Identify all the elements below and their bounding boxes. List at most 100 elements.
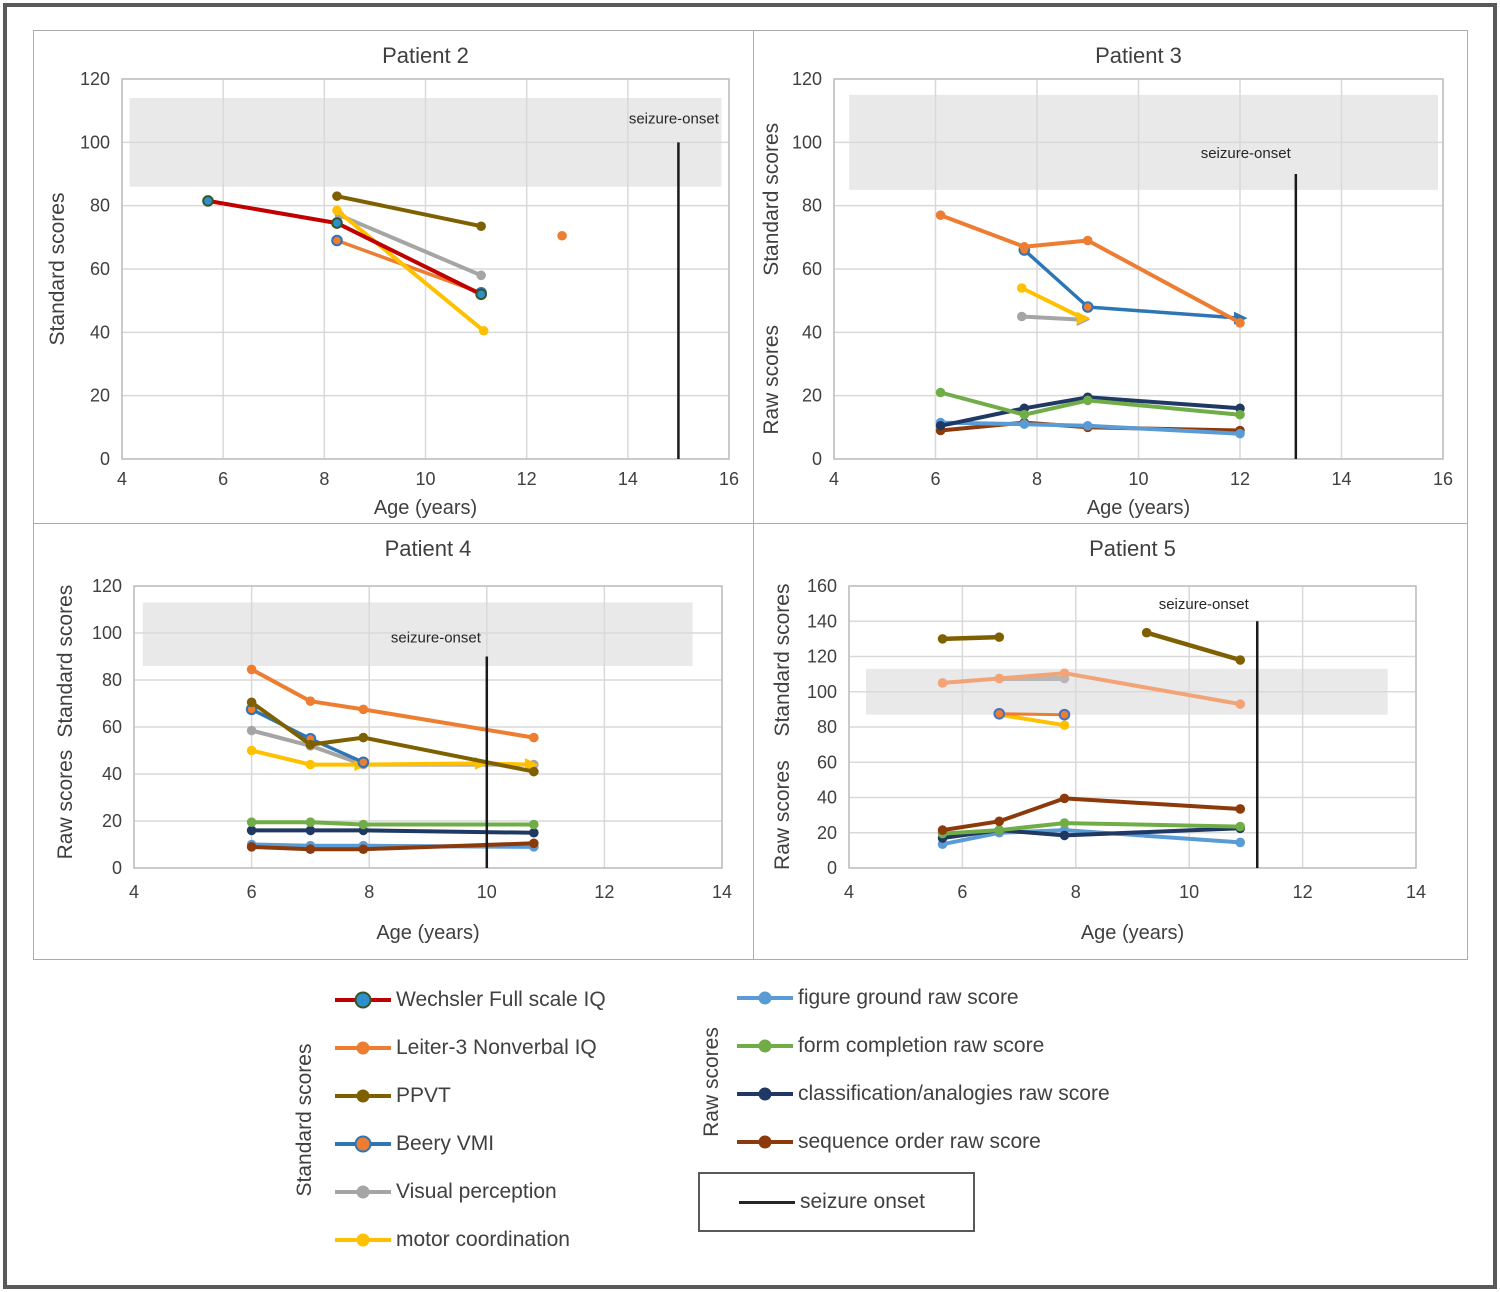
svg-text:120: 120 [792, 69, 822, 89]
svg-text:120: 120 [92, 576, 122, 596]
legend-marker-dot [356, 1233, 370, 1247]
panel-patient-3: 0 20 40 60 80 100 120 4 6 8 10 12 14 16 Standard score… [753, 30, 1468, 524]
svg-text:6: 6 [247, 882, 257, 902]
legend-item-label: motor coordination [396, 1228, 570, 1251]
panel-title: Patient 3 [1095, 43, 1182, 68]
legend-standard-column: Wechsler Full scale IQ Leiter-3 Nonverbal… [335, 976, 606, 1264]
plot-border [848, 585, 1417, 869]
svg-text:140: 140 [807, 611, 837, 631]
series-ppvt [246, 697, 539, 777]
legend-line-swatch [739, 1200, 795, 1204]
series-form-completion-raw [246, 817, 539, 830]
svg-text:12: 12 [1230, 469, 1250, 489]
series-motor-coordination [1016, 283, 1091, 325]
series-leiter-3-nonverbal-iq [557, 230, 567, 241]
series-ppvt-late [1141, 627, 1246, 665]
series-leiter-3-nonverbal-iq [935, 210, 1245, 328]
legend-line-swatch [335, 1089, 391, 1103]
seizure-onset-label: seizure-onset [1201, 145, 1292, 162]
svg-text:4: 4 [129, 882, 139, 902]
legend-item: sequence order raw score [737, 1118, 1110, 1166]
svg-text:12: 12 [517, 469, 537, 489]
svg-text:8: 8 [1071, 882, 1081, 902]
series-leiter-3-nonverbal-iq [246, 664, 539, 743]
legend-item-label: figure ground raw score [798, 986, 1019, 1009]
legend-marker-dot [356, 1185, 370, 1199]
svg-text:4: 4 [829, 469, 839, 489]
series-leiter-3-nonverbal-iq [937, 668, 1246, 709]
series-beery-vmi [993, 707, 1071, 721]
svg-text:80: 80 [802, 196, 822, 216]
x-axis-label: Age (years) [376, 922, 480, 944]
x-axis-label: Age (years) [1080, 922, 1185, 944]
series-beery-vmi [1018, 244, 1248, 325]
legend-item-label: seizure onset [800, 1190, 925, 1213]
svg-text:60: 60 [90, 259, 110, 279]
legend-marker-dot [758, 1039, 772, 1053]
series-classification-analogies-raw [246, 825, 539, 838]
legend-marker-dot [758, 1087, 772, 1101]
svg-text:40: 40 [102, 764, 122, 784]
svg-text:100: 100 [807, 682, 837, 702]
series-beery-vmi [245, 703, 370, 769]
legend-line-swatch [335, 1233, 391, 1247]
svg-text:160: 160 [807, 576, 837, 596]
svg-text:0: 0 [812, 449, 822, 469]
patient-2-plot: 0 20 40 60 80 100 120 4 6 8 10 12 14 16 Standard score… [46, 69, 739, 489]
svg-text:100: 100 [92, 623, 122, 643]
seizure-onset-label: seizure-onset [391, 629, 482, 646]
svg-text:12: 12 [594, 882, 614, 902]
series-sequence-order-raw [937, 793, 1246, 835]
svg-text:12: 12 [1293, 882, 1313, 902]
svg-text:20: 20 [802, 386, 822, 406]
legend-line-swatch [737, 1135, 793, 1149]
legend-item: Wechsler Full scale IQ [335, 976, 606, 1024]
legend-marker-dot [758, 991, 772, 1005]
svg-text:8: 8 [1032, 469, 1042, 489]
svg-text:60: 60 [802, 259, 822, 279]
normal-range-band [142, 602, 693, 666]
patient-3-plot: 0 20 40 60 80 100 120 4 6 8 10 12 14 16 Standard score… [760, 69, 1453, 489]
svg-text:100: 100 [792, 132, 822, 152]
legend-marker-dot [354, 991, 372, 1009]
series-ppvt-early [937, 632, 1005, 644]
svg-text:14: 14 [1406, 882, 1426, 902]
patient-4-plot: 0 20 40 60 80 100 120 4 6 8 10 12 14 Standard scores R… [54, 576, 732, 902]
y-axis-label: Raw scores [54, 750, 77, 860]
svg-text:120: 120 [80, 69, 110, 89]
legend-item-label: sequence order raw score [798, 1130, 1041, 1153]
legend-item-label: Wechsler Full scale IQ [396, 988, 606, 1011]
svg-text:10: 10 [415, 469, 435, 489]
svg-text:80: 80 [90, 196, 110, 216]
svg-text:4: 4 [117, 469, 127, 489]
y-axis-label: Standard scores [760, 123, 783, 276]
legend-item-label: Beery VMI [396, 1132, 495, 1155]
svg-text:10: 10 [477, 882, 497, 902]
legend-standard-scores-label: Standard scores [293, 1043, 316, 1197]
tick-labels: 0 20 40 60 80 100 120 4 6 8 10 12 14 16 [792, 69, 1453, 489]
figure-legend: Standard scores Raw scores Wechsler Full… [0, 968, 1500, 1285]
svg-text:100: 100 [80, 132, 110, 152]
plot-border [833, 78, 1444, 460]
series-wechsler-full-scale-iq [202, 195, 487, 301]
legend-item: classification/analogies raw score [737, 1070, 1110, 1118]
x-axis-label: Age (years) [373, 497, 478, 519]
svg-text:14: 14 [618, 469, 638, 489]
legend-raw-column: figure ground raw score form completion r… [698, 974, 1110, 1232]
panel-patient-2: 0 20 40 60 80 100 120 4 6 8 10 12 14 16 Standard score… [33, 30, 754, 524]
legend-marker-dot [356, 1089, 370, 1103]
legend-item: seizure onset [739, 1178, 973, 1226]
svg-text:60: 60 [102, 717, 122, 737]
legend-item: PPVT [335, 1072, 606, 1120]
patient-5-plot: 0 20 40 60 80 100 120 140 160 4 6 8 10 12 14 Standard s… [771, 576, 1426, 902]
panel-title: Patient 5 [1089, 536, 1176, 561]
legend-marker-dot [758, 1135, 772, 1149]
svg-text:14: 14 [1331, 469, 1351, 489]
legend-line-swatch [737, 1039, 793, 1053]
series-ppvt [332, 191, 486, 232]
seizure-onset-legend-box: seizure onset [698, 1172, 975, 1232]
svg-text:6: 6 [957, 882, 967, 902]
svg-text:6: 6 [930, 469, 940, 489]
svg-text:20: 20 [817, 823, 837, 843]
